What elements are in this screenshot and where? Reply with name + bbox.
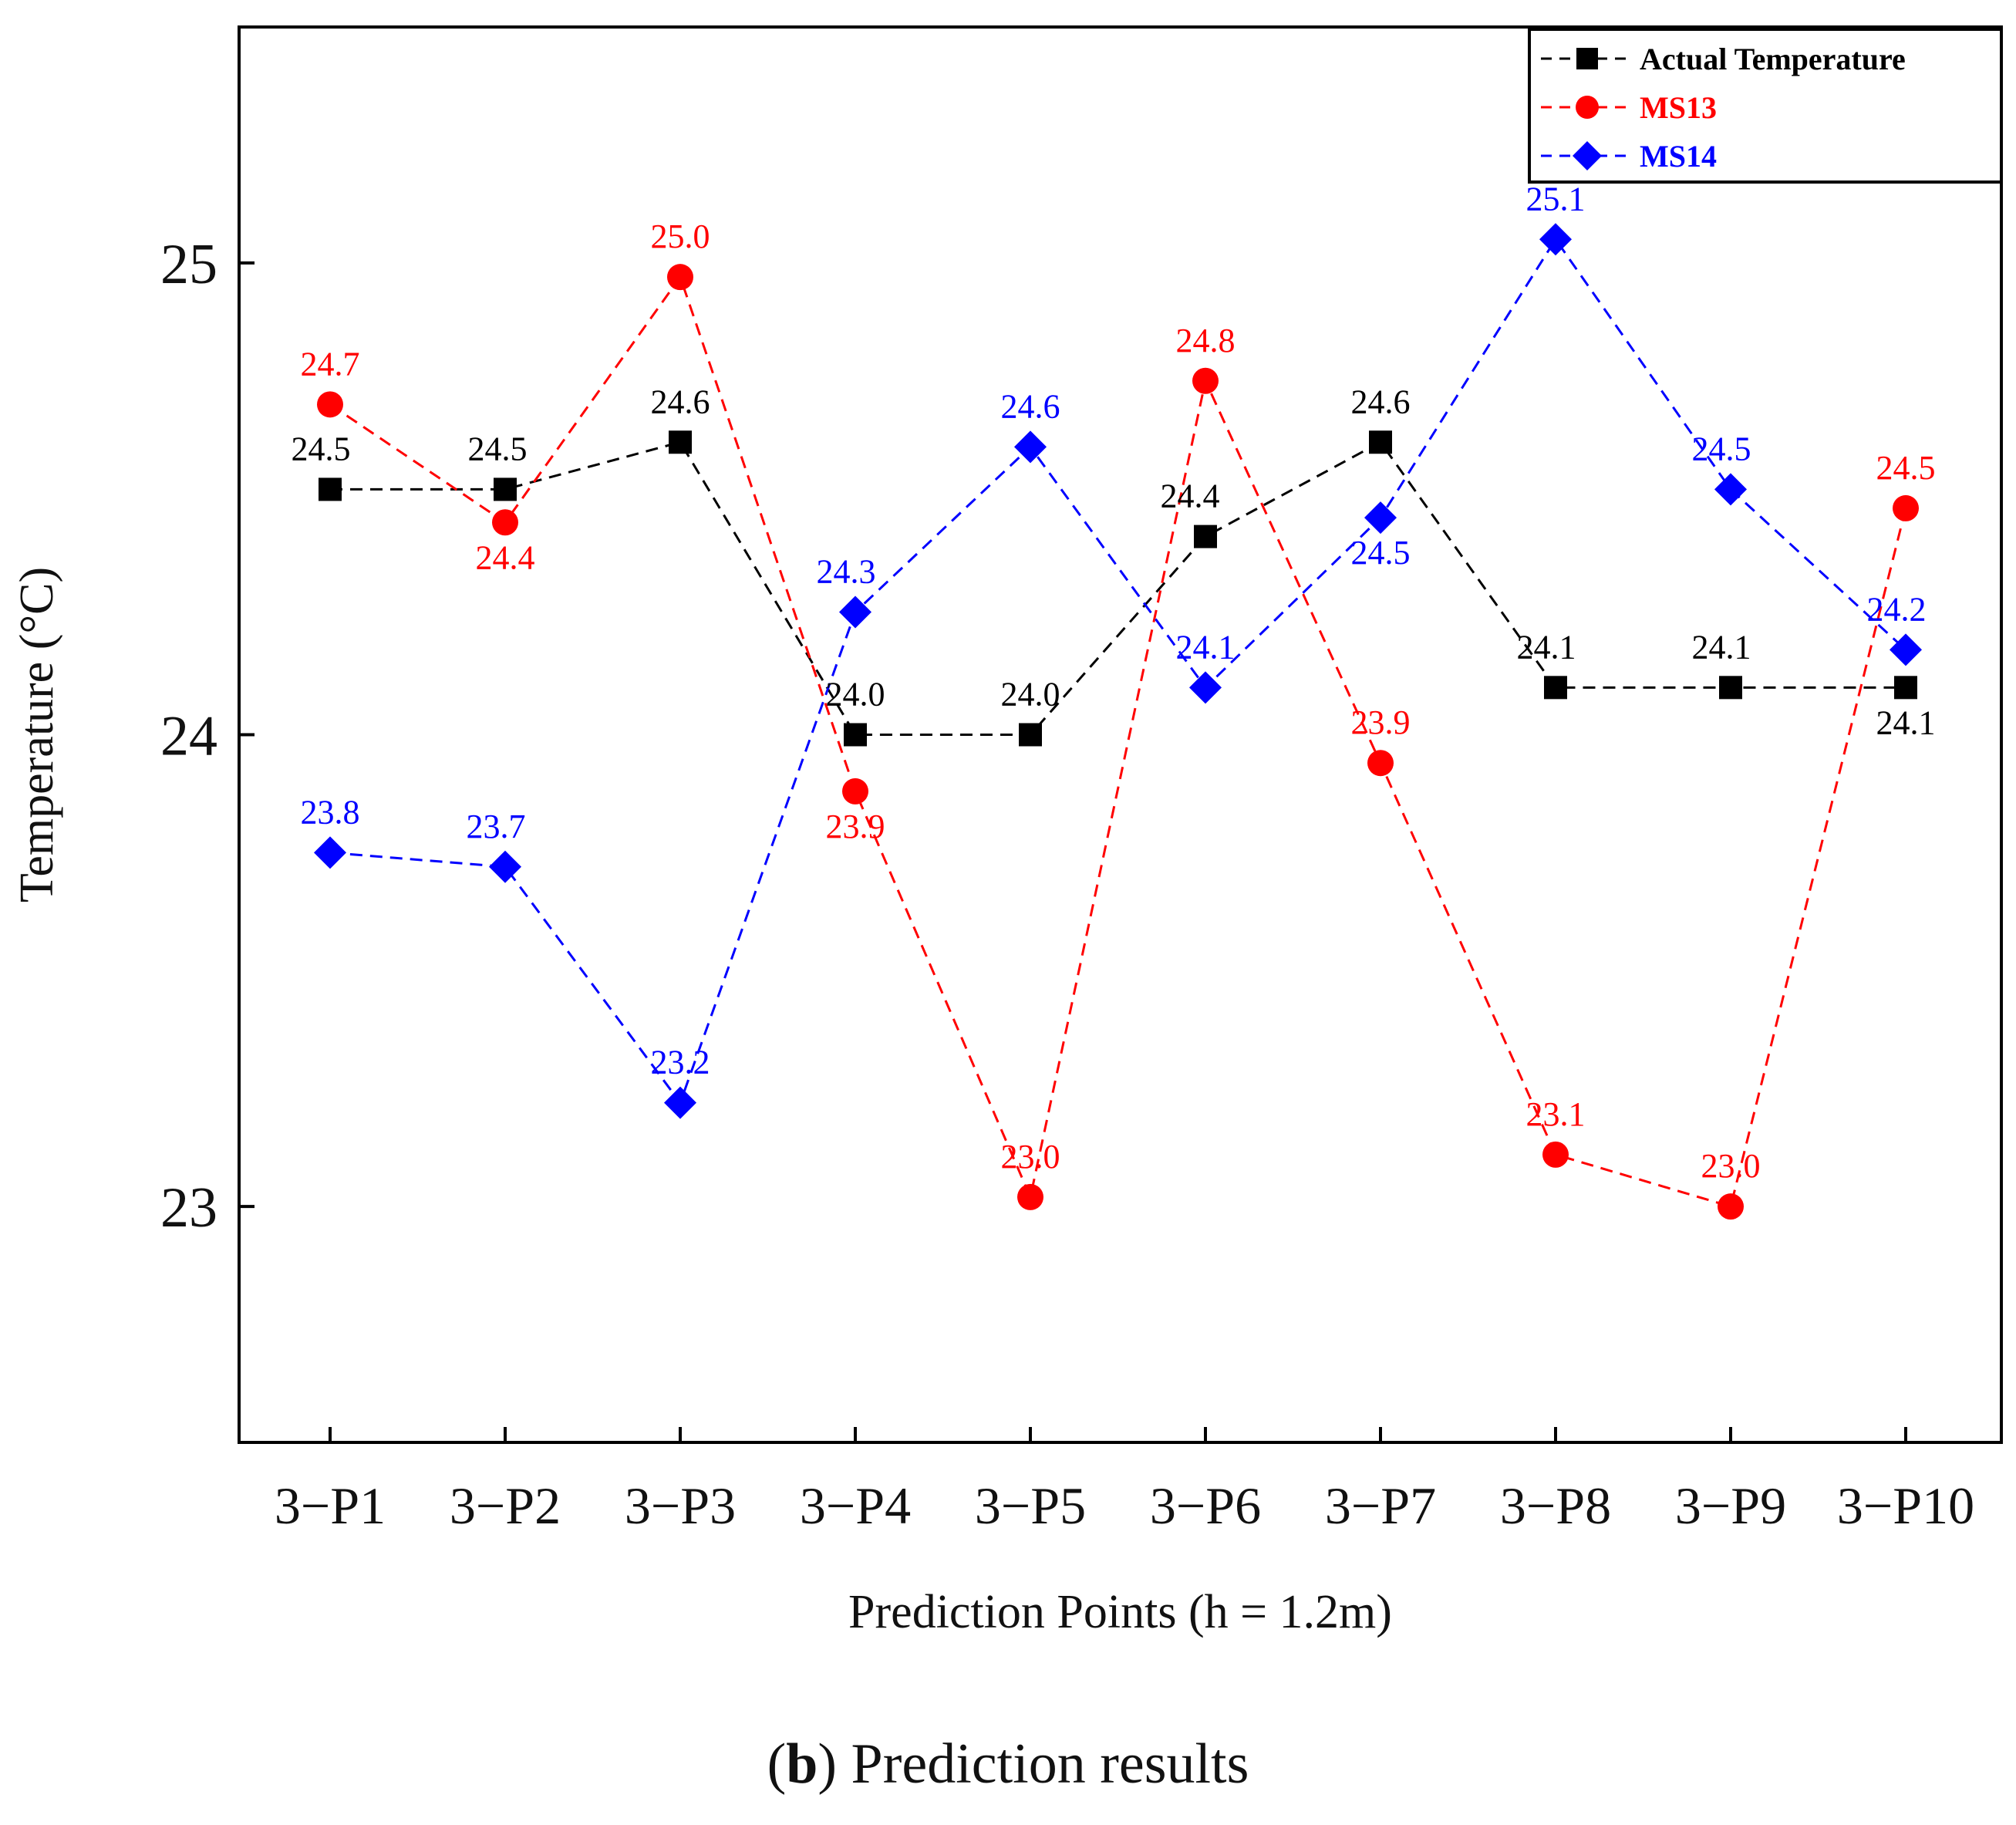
data-label-actual-temperature: 24.0	[826, 676, 885, 713]
data-label-ms13: 23.9	[826, 808, 885, 845]
x-tick-label: 3−P3	[625, 1476, 736, 1535]
marker-actual-temperature	[319, 477, 342, 501]
marker-ms14	[314, 836, 346, 869]
y-tick-label: 24	[160, 705, 217, 768]
caption-open: (	[767, 1732, 787, 1796]
marker-ms13	[1542, 1141, 1569, 1168]
marker-ms14	[1714, 473, 1747, 506]
y-tick-label: 25	[160, 233, 217, 296]
data-label-ms13: 23.9	[1351, 703, 1411, 741]
data-label-ms14: 24.2	[1867, 590, 1927, 628]
marker-ms13	[1017, 1183, 1043, 1210]
data-label-ms14: 23.2	[651, 1044, 710, 1081]
marker-ms13	[317, 391, 343, 418]
axes: 23 24 25 3−P1 3−P2 3−P3 3−P4 3−P5 3−P6 3−P7 3−P8 3−…	[11, 25, 2003, 1638]
marker-ms13	[842, 778, 868, 805]
marker-actual-temperature	[1019, 723, 1042, 747]
data-label-ms14: 24.3	[817, 552, 876, 590]
data-label-ms14: 24.6	[1001, 387, 1060, 425]
data-label-ms13: 24.4	[476, 538, 535, 576]
data-label-ms14: 24.5	[1692, 430, 1751, 467]
marker-actual-temperature	[1194, 525, 1217, 548]
data-label-ms14: 23.8	[301, 793, 360, 831]
series-line-actual-temperature	[330, 440, 1906, 736]
data-label-ms13: 24.5	[1876, 449, 1936, 487]
plot-frame	[238, 25, 2003, 1444]
series-line-ms14	[329, 237, 1907, 1105]
marker-ms13	[492, 509, 518, 536]
x-tick-label: 3−P6	[1150, 1476, 1261, 1535]
series-markers	[314, 223, 1922, 1220]
marker-ms13	[1192, 367, 1219, 394]
marker-actual-temperature	[844, 723, 867, 747]
legend-label-ms13: MS13	[1640, 90, 1717, 125]
data-labels: 24.5 24.5 24.6 24.0 24.0 24.4 24.6 24.1 24.1 24.1…	[292, 180, 1936, 1185]
marker-ms14	[1364, 501, 1397, 535]
marker-ms14	[489, 850, 521, 883]
x-axis-title: Prediction Points (h = 1.2m)	[848, 1586, 1392, 1638]
legend-box	[1528, 28, 2003, 184]
caption-close: )	[818, 1732, 838, 1796]
marker-ms13	[667, 264, 693, 291]
data-label-ms13: 24.8	[1176, 322, 1236, 359]
x-tick-label: 3−P10	[1837, 1476, 1974, 1535]
data-label-actual-temperature: 24.0	[1001, 676, 1060, 713]
x-tick-label: 3−P1	[275, 1476, 386, 1535]
caption-text: Prediction results	[837, 1732, 1249, 1796]
legend-marker-actual-temperature	[1576, 48, 1598, 69]
marker-actual-temperature	[1894, 676, 1917, 700]
data-label-actual-temperature: 24.4	[1161, 477, 1220, 515]
marker-actual-temperature	[1369, 430, 1392, 454]
x-tick-label: 3−P8	[1500, 1476, 1611, 1535]
data-label-ms13: 23.0	[1001, 1138, 1060, 1176]
marker-actual-temperature	[1719, 676, 1742, 700]
data-label-actual-temperature: 24.1	[1692, 628, 1751, 666]
series-line-ms13	[329, 274, 1907, 1209]
data-label-ms13: 25.0	[651, 218, 710, 255]
marker-ms14	[1014, 430, 1047, 464]
x-tick-label: 3−P7	[1325, 1476, 1436, 1535]
x-tick-label: 3−P9	[1675, 1476, 1786, 1535]
data-label-actual-temperature: 24.1	[1876, 703, 1936, 741]
marker-ms14	[1189, 671, 1222, 704]
marker-actual-temperature	[494, 477, 517, 501]
marker-actual-temperature	[1544, 676, 1567, 700]
legend-label-actual-temperature: Actual Temperature	[1640, 42, 1906, 76]
x-tick-label: 3−P2	[450, 1476, 561, 1535]
legend: Actual Temperature MS13 MS14	[1528, 28, 2003, 184]
marker-ms14	[839, 595, 871, 629]
legend-marker-ms13	[1576, 96, 1599, 119]
data-label-actual-temperature: 24.6	[1351, 383, 1411, 420]
marker-ms14	[664, 1086, 696, 1119]
legend-marker-ms14	[1573, 141, 1602, 170]
legend-label-ms14: MS14	[1640, 139, 1717, 174]
x-tick-label: 3−P5	[975, 1476, 1086, 1535]
marker-ms13	[1893, 494, 1919, 521]
marker-actual-temperature	[669, 430, 692, 454]
data-label-actual-temperature: 24.5	[292, 430, 351, 467]
figure-caption: (b) Prediction results	[0, 1732, 2016, 1797]
data-label-ms14: 24.5	[1351, 534, 1411, 572]
data-label-ms14: 24.1	[1176, 628, 1236, 666]
marker-ms14	[1539, 223, 1572, 256]
data-label-ms13: 24.7	[301, 345, 360, 383]
series-lines	[329, 237, 1907, 1209]
data-label-actual-temperature: 24.1	[1517, 628, 1576, 666]
data-label-actual-temperature: 24.6	[651, 383, 710, 420]
data-label-ms14: 25.1	[1526, 180, 1586, 218]
data-label-ms14: 23.7	[467, 808, 526, 845]
marker-ms13	[1367, 750, 1394, 777]
data-label-ms13: 23.0	[1701, 1147, 1761, 1185]
caption-letter: b	[786, 1732, 818, 1796]
data-label-ms13: 23.1	[1526, 1095, 1586, 1133]
marker-ms14	[1890, 633, 1922, 666]
marker-ms13	[1718, 1193, 1744, 1220]
x-tick-label: 3−P4	[800, 1476, 911, 1535]
y-tick-label: 23	[160, 1176, 217, 1240]
data-label-actual-temperature: 24.5	[468, 430, 528, 467]
y-axis-title: Temperature (°C)	[11, 567, 63, 902]
